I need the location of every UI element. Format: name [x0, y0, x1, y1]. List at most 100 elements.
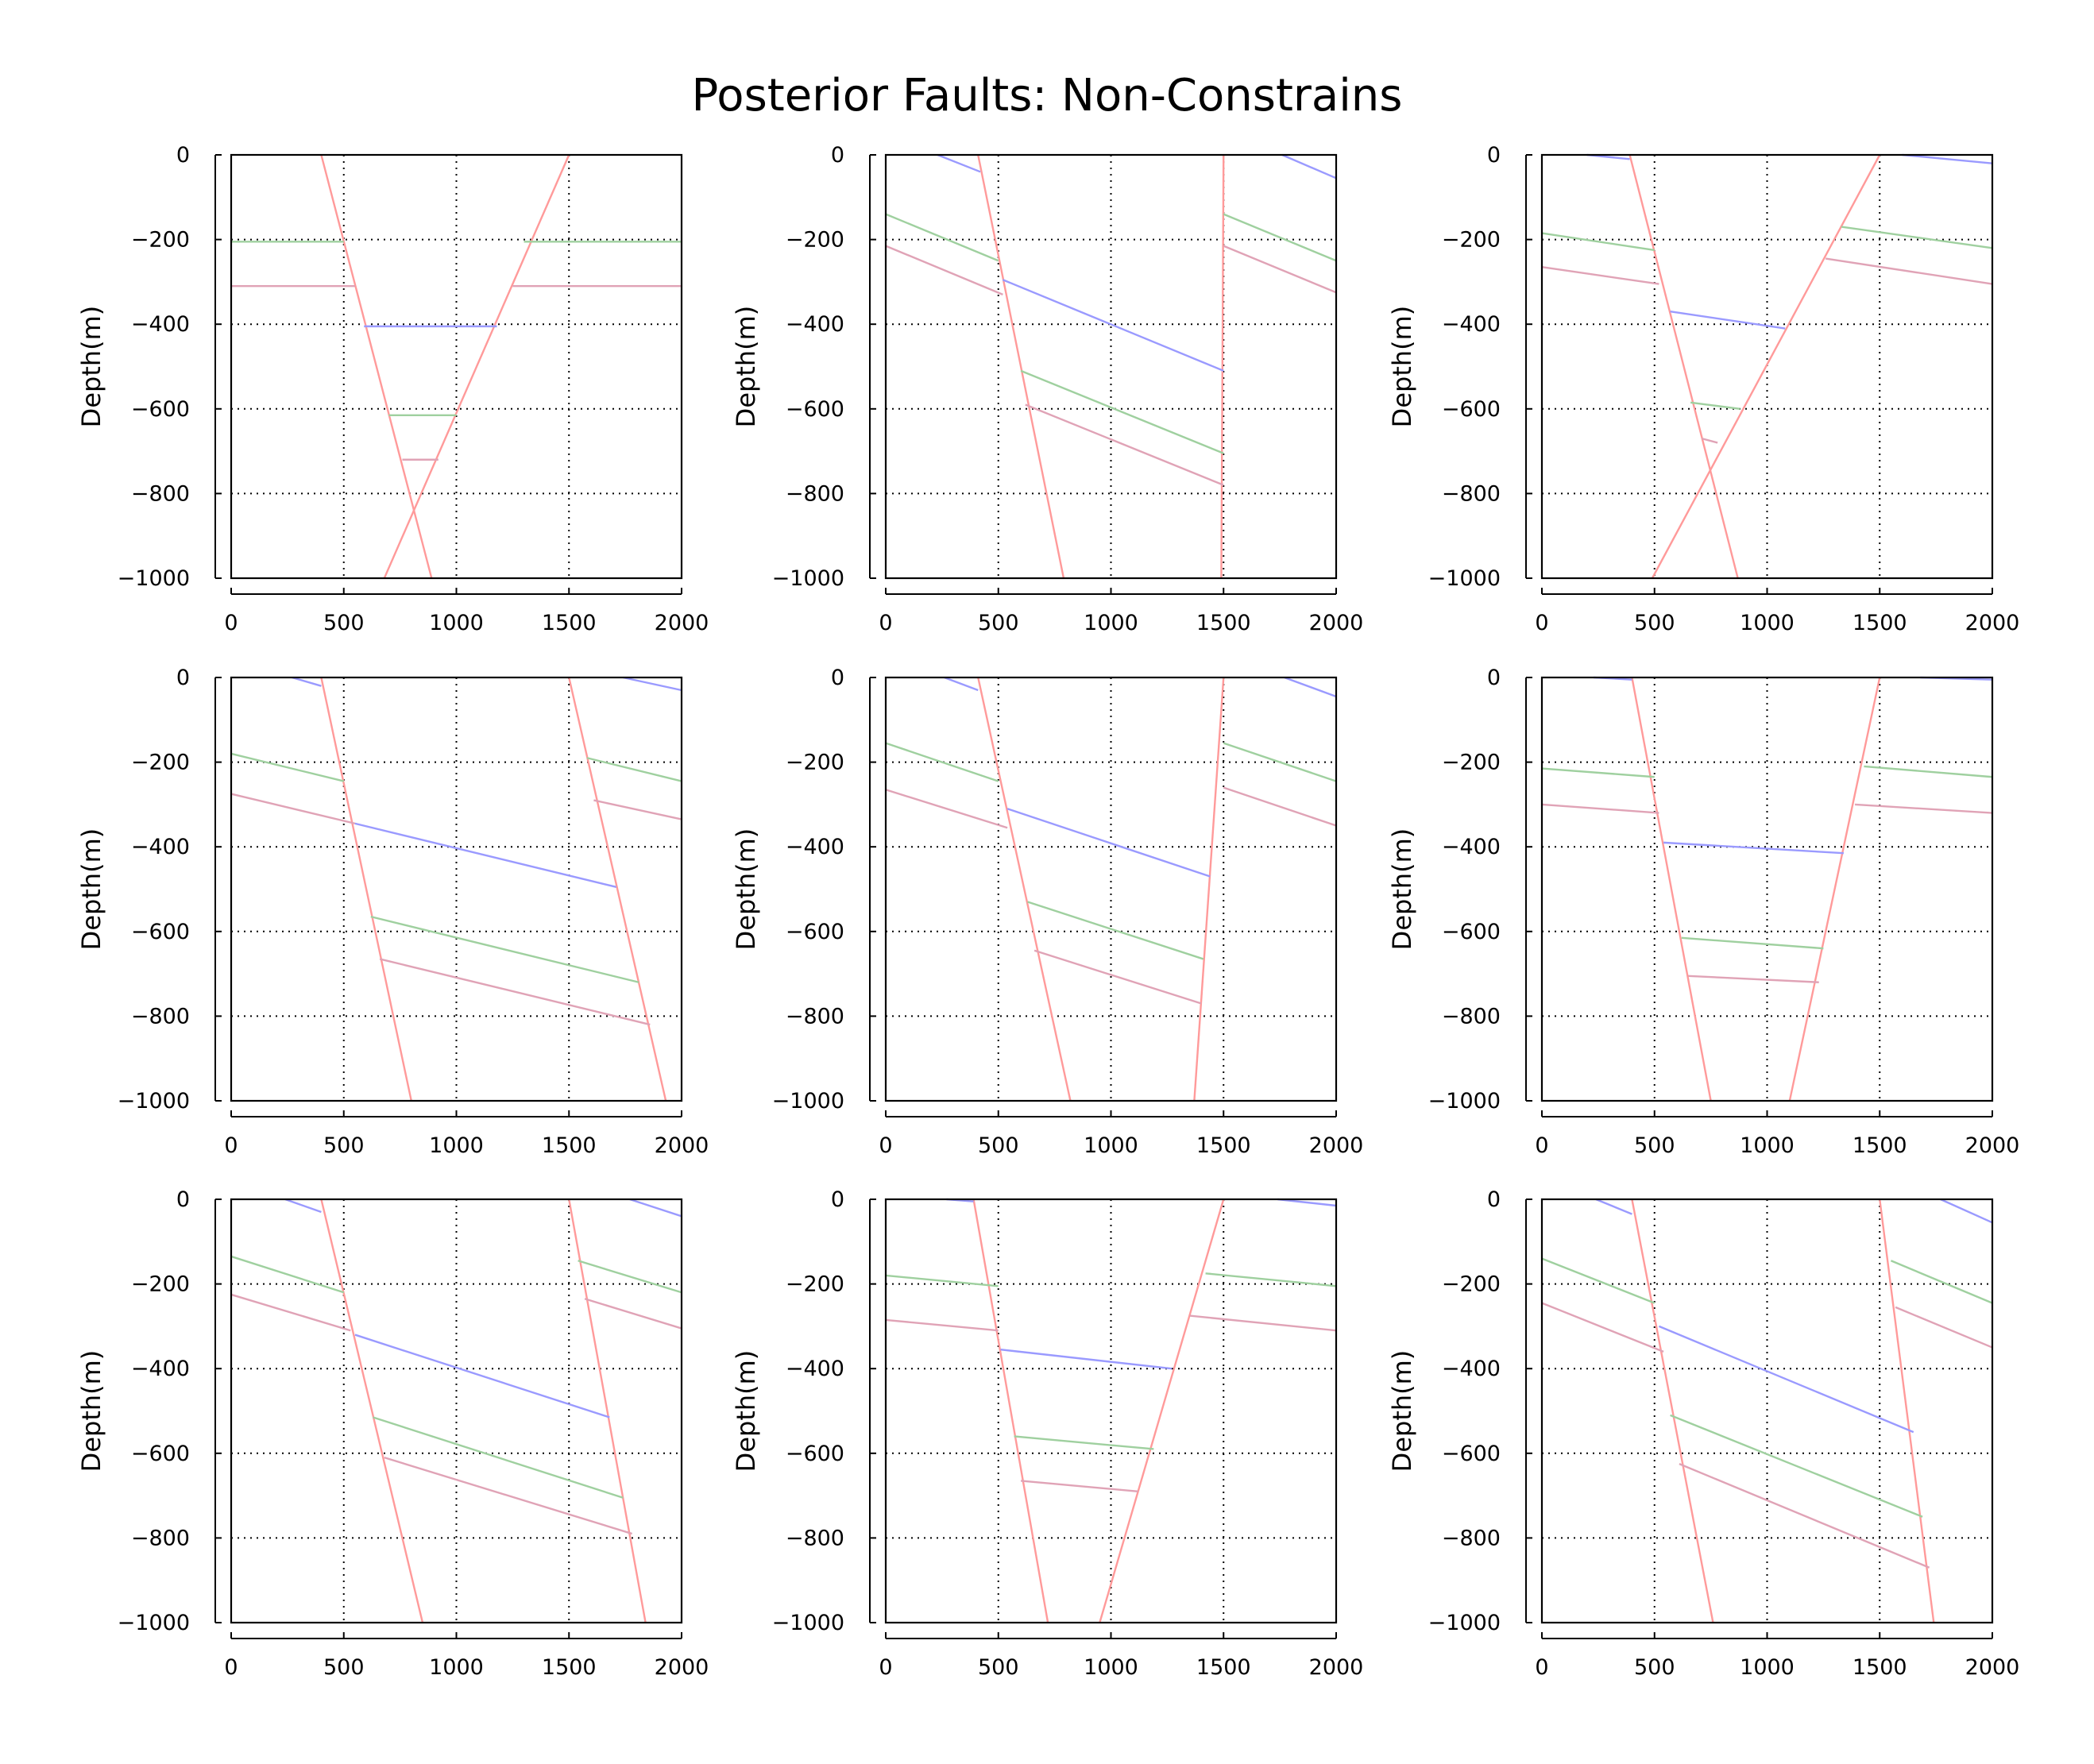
figure-title: Posterior Faults: Non-Constrains	[691, 70, 1403, 122]
x-tick-label: 500	[323, 611, 365, 635]
green-line	[1841, 226, 1993, 249]
y-tick-label: −800	[786, 1004, 844, 1029]
subplot-7: 0 500 1000 1500 2000 0 −200 −400 −600 −800 −1000 De…	[76, 1187, 709, 1680]
plot-frame	[230, 153, 683, 580]
fault-line	[320, 154, 433, 579]
y-tick-label: −800	[786, 481, 844, 506]
green-line	[1223, 742, 1337, 782]
subplot-9: 0 500 1000 1500 2000 0 −200 −400 −600 −800 −1000 De…	[1387, 1187, 2019, 1680]
x-tick-label: 1000	[429, 611, 484, 635]
y-tick-label: −600	[786, 1442, 844, 1466]
x-tick-label: 1000	[429, 1133, 484, 1158]
y-tick-label: −400	[786, 835, 844, 859]
plot-frame	[884, 153, 1338, 580]
subplot-6: 0 500 1000 1500 2000 0 −200 −400 −600 −800 −1000 De…	[1387, 666, 2019, 1158]
blue-line	[944, 676, 979, 692]
subplot-2: 0 500 1000 1500 2000 0 −200 −400 −600 −800 −1000 De…	[731, 143, 1363, 635]
green-line	[373, 1416, 624, 1499]
green-line	[1027, 901, 1204, 960]
pink-line	[1541, 803, 1659, 814]
fault-line	[568, 1199, 647, 1623]
fault-line	[1631, 1199, 1714, 1623]
pink-line	[230, 1293, 351, 1332]
x-tick-label: 1000	[1084, 1133, 1138, 1158]
green-line	[1014, 1435, 1154, 1450]
green-line	[230, 1255, 345, 1294]
y-tick-label: 0	[176, 666, 190, 690]
green-line	[586, 757, 682, 782]
green-line	[370, 915, 639, 983]
x-tick-label: 2000	[1965, 1655, 2020, 1680]
x-tick-label: 1500	[1196, 1655, 1251, 1680]
x-tick-label: 1000	[429, 1655, 484, 1680]
x-tick-label: 0	[224, 1655, 238, 1680]
fault-line	[972, 1199, 1049, 1623]
x-tick-label: 2000	[655, 1655, 709, 1680]
x-tick-label: 1000	[1084, 1655, 1138, 1680]
fault-line	[1193, 677, 1225, 1102]
plot-frame	[884, 1198, 1338, 1624]
y-tick-label: −400	[1442, 1357, 1501, 1381]
x-tick-label: 2000	[655, 1133, 709, 1158]
blue-line	[284, 1198, 322, 1214]
x-tick-label: 1500	[1853, 611, 1907, 635]
fault-line	[977, 677, 1072, 1102]
x-tick-label: 2000	[1309, 1655, 1364, 1680]
x-tick-label: 2000	[1965, 611, 2020, 635]
y-tick-label: −600	[131, 920, 190, 944]
blue-line	[1006, 808, 1211, 878]
x-tick-label: 500	[978, 1655, 1019, 1680]
y-axis-label: Depth(m)	[731, 1350, 761, 1473]
fault-line	[383, 154, 570, 579]
y-tick-label: −800	[131, 1004, 190, 1029]
pink-line	[885, 789, 1008, 829]
blue-line	[1277, 1198, 1337, 1207]
y-tick-label: −200	[1442, 228, 1501, 253]
blue-line	[1000, 1349, 1173, 1370]
x-tick-label: 0	[879, 1133, 892, 1158]
green-line	[230, 752, 345, 782]
plot-frame	[884, 676, 1338, 1102]
y-tick-label: −400	[131, 312, 190, 337]
y-tick-label: −200	[131, 1272, 190, 1297]
green-line	[1020, 369, 1224, 454]
x-tick-label: 1500	[1853, 1655, 1907, 1680]
x-tick-label: 1500	[1196, 1133, 1251, 1158]
plot-frame	[1540, 1198, 1994, 1624]
green-line	[1541, 232, 1655, 252]
y-tick-label: −1000	[1428, 1089, 1501, 1114]
pink-line	[1025, 403, 1224, 486]
pink-line	[1825, 257, 1993, 285]
y-tick-label: −600	[1442, 397, 1501, 422]
y-tick-label: 0	[1487, 143, 1501, 168]
x-tick-label: 1000	[1740, 1133, 1795, 1158]
y-tick-label: −200	[131, 751, 190, 775]
y-tick-label: −400	[786, 312, 844, 337]
y-axis-label: Depth(m)	[1387, 306, 1417, 428]
pink-line	[885, 245, 1003, 295]
pink-line	[1020, 1480, 1138, 1492]
y-tick-label: −1000	[1428, 1611, 1501, 1635]
green-line	[1541, 1257, 1655, 1304]
x-tick-label: 2000	[1965, 1133, 2020, 1158]
y-tick-label: −800	[131, 1526, 190, 1550]
x-tick-label: 1000	[1740, 1655, 1795, 1680]
x-tick-label: 500	[323, 1655, 365, 1680]
plot-frame	[1540, 676, 1994, 1102]
green-line	[885, 742, 999, 782]
pink-line	[1033, 949, 1202, 1005]
x-tick-label: 1500	[1196, 611, 1251, 635]
blue-line	[1281, 153, 1337, 179]
y-axis-label: Depth(m)	[1387, 828, 1417, 951]
y-tick-label: −200	[131, 228, 190, 253]
y-tick-label: −200	[1442, 751, 1501, 775]
subplot-5: 0 500 1000 1500 2000 0 −200 −400 −600 −800 −1000 De…	[731, 666, 1363, 1158]
pink-line	[1701, 437, 1718, 444]
pink-line	[230, 793, 356, 825]
x-tick-label: 2000	[1309, 1133, 1364, 1158]
pink-line	[1189, 1314, 1337, 1332]
blue-line	[292, 676, 322, 687]
blue-line	[1902, 153, 1993, 164]
blue-line	[1595, 1198, 1632, 1215]
blue-line	[1940, 1198, 1993, 1224]
